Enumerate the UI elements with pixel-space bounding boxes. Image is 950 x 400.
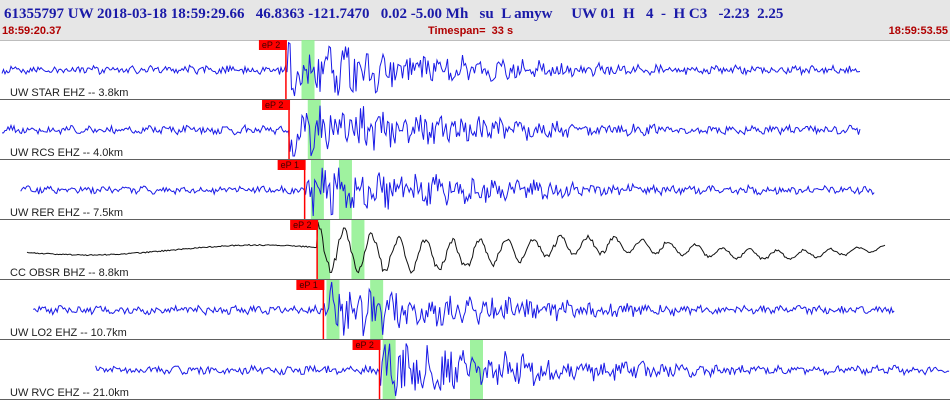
coda-window-end xyxy=(351,220,365,279)
station-label: CC OBSR BHZ -- 8.8km xyxy=(10,267,129,279)
coda-window-start xyxy=(301,40,315,99)
pick-label: eP 2 xyxy=(265,100,283,110)
start-time: 18:59:20.37 xyxy=(2,25,62,37)
pick-flag[interactable] xyxy=(290,220,319,230)
station-label: UW STAR EHZ -- 3.8km xyxy=(10,87,128,99)
event-summary: 61355797 UW 2018-03-18 18:59:29.66 46.83… xyxy=(4,6,784,22)
waveform-trace xyxy=(33,281,895,337)
waveform-trace xyxy=(26,221,886,274)
station-label: UW RVC EHZ -- 21.0km xyxy=(10,387,129,399)
timespan: Timespan= 33 s xyxy=(428,25,514,37)
event-header: 61355797 UW 2018-03-18 18:59:29.66 46.83… xyxy=(0,0,950,41)
seismogram-traces[interactable]: eP 2 UW STAR EHZ -- 3.8km eP 2 UW RCS EHZ -… xyxy=(0,40,950,400)
pick-flag[interactable] xyxy=(296,280,325,290)
end-time: 18:59:53.55 xyxy=(888,25,948,37)
station-label: UW RER EHZ -- 7.5km xyxy=(10,207,123,219)
station-label: UW LO2 EHZ -- 10.7km xyxy=(10,327,127,339)
pick-flag[interactable] xyxy=(258,40,287,50)
waveform-trace xyxy=(95,343,950,397)
pick-flag[interactable] xyxy=(352,340,381,350)
pick-label: eP 1 xyxy=(299,280,317,290)
waveform-trace xyxy=(1,41,861,97)
pick-label: eP 1 xyxy=(281,160,299,170)
pick-flag[interactable] xyxy=(262,100,291,110)
coda-window-start xyxy=(307,100,321,159)
pick-label: eP 2 xyxy=(262,40,280,50)
waveform-trace xyxy=(2,105,861,157)
pick-label: eP 2 xyxy=(293,220,311,230)
pick-label: eP 2 xyxy=(356,340,374,350)
pick-flag[interactable] xyxy=(277,160,306,170)
waveform-trace xyxy=(20,167,875,217)
station-label: UW RCS EHZ -- 4.0km xyxy=(10,147,123,159)
